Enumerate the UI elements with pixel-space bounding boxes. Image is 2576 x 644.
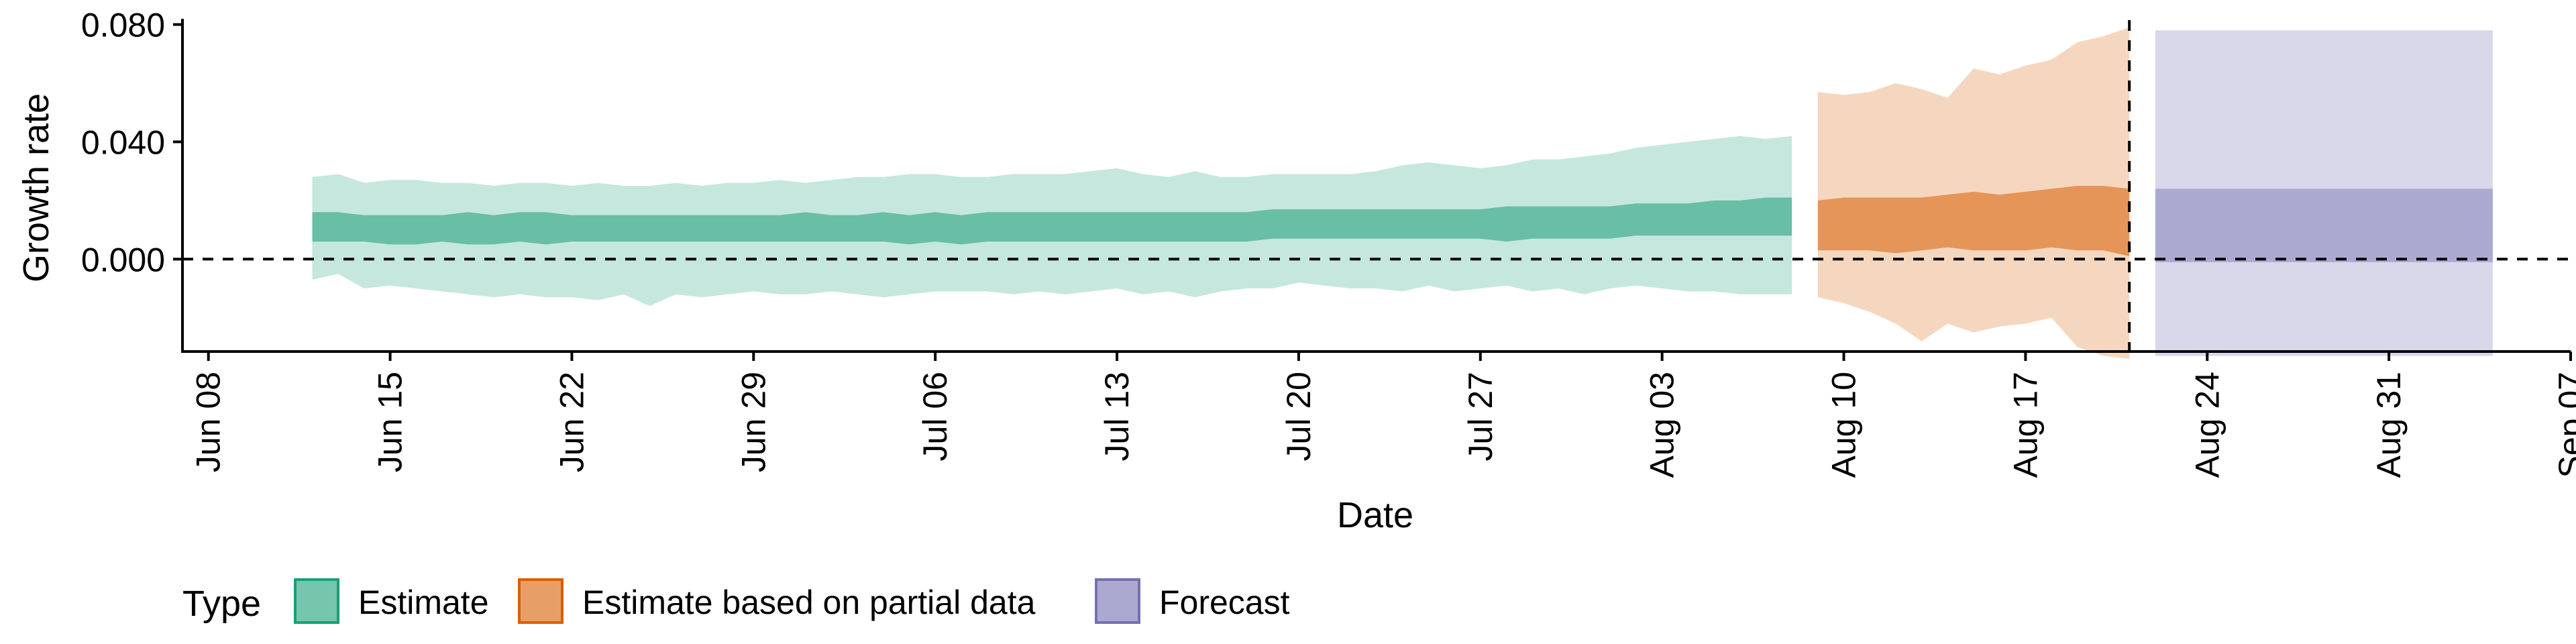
estimate-inner-band <box>312 197 1792 245</box>
legend-label: Estimate based on partial data <box>582 584 1036 621</box>
legend-label: Forecast <box>1159 584 1290 621</box>
x-tick-label: Jun 08 <box>190 372 227 472</box>
y-tick-label: 0.040 <box>81 123 165 161</box>
x-tick-label: Aug 24 <box>2188 372 2226 478</box>
estimate-based-on-partial-data-inner-band <box>1817 186 2130 256</box>
legend-label: Estimate <box>358 584 489 621</box>
x-tick-label: Aug 10 <box>1825 372 1863 478</box>
x-tick-label: Aug 17 <box>2006 372 2044 478</box>
forecast-inner-band <box>2155 189 2493 262</box>
legend: Type Estimate Estimate based on partial da… <box>182 578 1290 624</box>
y-tick-label: 0.000 <box>81 241 165 278</box>
y-axis-label: Growth rate <box>16 93 56 282</box>
x-tick-label: Jul 06 <box>916 372 954 461</box>
ribbon-layer <box>312 27 2493 359</box>
x-tick-label: Aug 31 <box>2370 372 2408 478</box>
x-tick-label: Jun 15 <box>372 372 409 472</box>
y-tick-label: 0.080 <box>81 7 165 44</box>
x-tick-label: Sep 07 <box>2552 372 2576 478</box>
legend-key <box>518 578 564 624</box>
forecast-outer-band <box>2155 30 2493 356</box>
reference-lines <box>182 20 2571 352</box>
x-axis-label: Date <box>1337 495 1413 535</box>
legend-key <box>294 578 339 624</box>
x-tick-label: Jul 27 <box>1462 372 1499 461</box>
x-tick-label: Jun 29 <box>735 372 772 472</box>
legend-key <box>1095 578 1140 624</box>
x-tick-label: Jun 22 <box>553 372 590 472</box>
x-tick-label: Jul 13 <box>1098 372 1136 461</box>
axes: 0.000 0.040 0.080 Jun 08 Jun 15 Jun 22 Jun 29 J… <box>81 7 2576 478</box>
legend-title: Type <box>182 584 261 624</box>
x-tick-label: Aug 03 <box>1644 372 1681 478</box>
x-tick-label: Jul 20 <box>1280 372 1318 461</box>
